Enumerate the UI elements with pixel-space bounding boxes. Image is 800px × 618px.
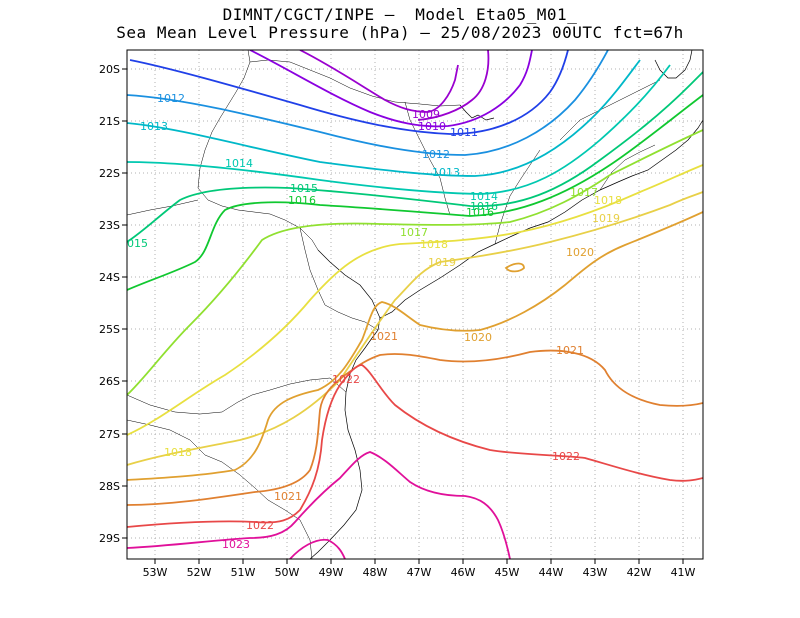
lon-label: 51W <box>231 566 256 579</box>
label-1022-east: 1022 <box>552 450 580 463</box>
lon-label: 43W <box>583 566 608 579</box>
isobar-1020 <box>127 211 703 481</box>
tick-marks <box>122 68 684 564</box>
isobar-1013 <box>127 59 641 177</box>
lon-label: 47W <box>407 566 432 579</box>
lon-label: 42W <box>627 566 652 579</box>
label-1014-west: 1014 <box>225 157 253 170</box>
label-1011: 1011 <box>450 126 478 139</box>
label-1016-west: 1016 <box>288 194 316 207</box>
isobar-1012 <box>127 50 609 156</box>
label-1014-east: 1014 <box>470 190 498 203</box>
lat-label: 23S <box>99 219 120 232</box>
label-1022-west: 1022 <box>246 519 274 532</box>
isobar-1021 <box>127 349 703 506</box>
label-1016-east: 1016 <box>466 206 494 219</box>
label-1019-mid: 1019 <box>428 256 456 269</box>
label-1018-east: 1018 <box>594 194 622 207</box>
lon-label: 44W <box>539 566 564 579</box>
isobar-1009b <box>417 50 490 121</box>
isobar-1019 <box>127 191 703 466</box>
isobar-1014 <box>127 64 671 195</box>
isobar-1017 <box>127 129 703 396</box>
label-1017-east: 1017 <box>570 186 598 199</box>
isobar-1016 <box>127 94 703 291</box>
lon-label: 45W <box>495 566 520 579</box>
lat-label: 29S <box>99 532 120 545</box>
lon-label: 48W <box>363 566 388 579</box>
lat-label: 22S <box>99 167 120 180</box>
lat-label: 26S <box>99 375 120 388</box>
lat-label: 27S <box>99 428 120 441</box>
lon-label: 52W <box>187 566 212 579</box>
isobar-1022 <box>127 364 703 528</box>
lat-label: 28S <box>99 480 120 493</box>
map-background <box>127 50 703 559</box>
latitude-labels: 20S 21S 22S 23S 24S 25S 26S 27S 28S 29S <box>99 63 120 545</box>
label-1017-south: 1017 <box>400 226 428 239</box>
coastline <box>309 50 703 559</box>
isobars <box>127 50 703 559</box>
label-1023: 1023 <box>222 538 250 551</box>
lon-label: 50W <box>275 566 300 579</box>
label-1020-east: 1020 <box>566 246 594 259</box>
label-1019-east: 1019 <box>592 212 620 225</box>
label-1022-north: 1022 <box>332 373 360 386</box>
lon-label: 53W <box>143 566 168 579</box>
lat-label: 20S <box>99 63 120 76</box>
label-1012-west: 1012 <box>157 92 185 105</box>
lat-label: 25S <box>99 323 120 336</box>
isobar-1010 <box>249 50 533 128</box>
lon-label: 46W <box>451 566 476 579</box>
title-line-1: DIMNT/CGCT/INPE – Model Eta05_M01_ <box>222 5 578 24</box>
label-1010: 1010 <box>418 120 446 133</box>
lat-label: 21S <box>99 115 120 128</box>
label-1018-mid: 1018 <box>420 238 448 251</box>
lon-label: 49W <box>319 566 344 579</box>
state-borders <box>127 50 661 559</box>
label-1015-edge: 015 <box>127 237 148 250</box>
label-1013-east: 1013 <box>432 166 460 179</box>
label-1015-east: 1016 <box>470 200 498 213</box>
label-1009: 1009 <box>412 108 440 121</box>
isobar-1023b <box>289 538 346 559</box>
map-frame <box>126 49 704 560</box>
isobar-1015 <box>127 71 703 243</box>
label-1018-west: 1018 <box>164 446 192 459</box>
label-1015-west: 1015 <box>290 182 318 195</box>
label-1021-west: 1021 <box>274 490 302 503</box>
label-1012-east: 1012 <box>422 148 450 161</box>
label-1021-east: 1021 <box>556 344 584 357</box>
contour-labels: 1009 1010 1011 1012 1012 1013 1013 1014 … <box>127 92 622 551</box>
label-1020-south: 1020 <box>464 331 492 344</box>
lat-label: 24S <box>99 271 120 284</box>
longitude-labels: 53W 52W 51W 50W 49W 48W 47W 46W 45W 44W … <box>143 566 696 579</box>
isobar-1023 <box>127 451 511 559</box>
isobar-1009 <box>299 50 459 113</box>
isobar-1018 <box>127 164 703 436</box>
title-line-2: Sea Mean Level Pressure (hPa) – 25/08/20… <box>116 23 684 42</box>
label-1013-west: 1013 <box>140 120 168 133</box>
chart-title: DIMNT/CGCT/INPE – Model Eta05_M01_ Sea M… <box>0 6 800 42</box>
isobar-1020-island <box>504 262 525 273</box>
isobar-1011 <box>129 50 569 135</box>
label-1021-coast: 1021 <box>370 330 398 343</box>
lon-label: 41W <box>671 566 696 579</box>
